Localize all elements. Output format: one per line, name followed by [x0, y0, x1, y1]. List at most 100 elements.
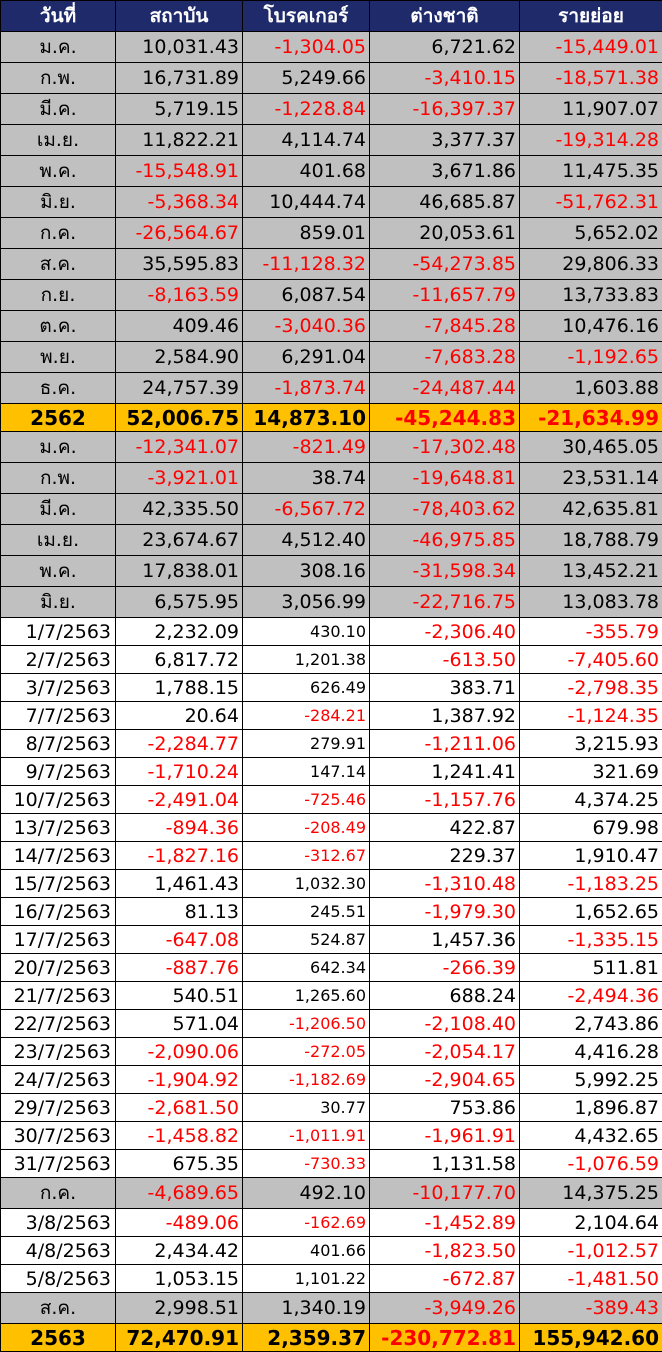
cell-retail: 3,215.93	[520, 730, 662, 758]
row-label: มี.ค.	[1, 494, 116, 525]
cell-broker: 38.74	[243, 463, 370, 494]
header-foreign: ต่างชาติ	[370, 1, 520, 32]
cell-retail: 679.98	[520, 814, 662, 842]
row-label: 1/7/2563	[1, 618, 116, 646]
row-label: 9/7/2563	[1, 758, 116, 786]
cell-retail: -1,012.57	[520, 1237, 662, 1265]
row-label: 4/8/2563	[1, 1237, 116, 1265]
cell-institution: 16,731.89	[116, 63, 243, 94]
cell-retail: 321.69	[520, 758, 662, 786]
cell-retail: -7,405.60	[520, 646, 662, 674]
row-label: 21/7/2563	[1, 982, 116, 1010]
cell-foreign: -16,397.37	[370, 94, 520, 125]
cell-retail: 29,806.33	[520, 249, 662, 280]
cell-foreign: 20,053.61	[370, 218, 520, 249]
row-label: เม.ย.	[1, 525, 116, 556]
header-row: วันที่ สถาบัน โบรคเกอร์ ต่างชาติ รายย่อย	[1, 1, 662, 32]
cell-foreign: -24,487.44	[370, 373, 520, 404]
cell-foreign: 1,387.92	[370, 702, 520, 730]
cell-institution: -2,090.06	[116, 1038, 243, 1066]
cell-foreign: 46,685.87	[370, 187, 520, 218]
cell-broker: 308.16	[243, 556, 370, 587]
row-label: ต.ค.	[1, 311, 116, 342]
cell-retail: -1,192.65	[520, 342, 662, 373]
cell-broker: 626.49	[243, 674, 370, 702]
cell-foreign: -1,961.91	[370, 1122, 520, 1150]
cell-broker: 4,114.74	[243, 125, 370, 156]
cell-retail: 4,432.65	[520, 1122, 662, 1150]
cell-institution: 540.51	[116, 982, 243, 1010]
cell-institution: 2,998.51	[116, 1293, 243, 1324]
cell-broker: 5,249.66	[243, 63, 370, 94]
header-retail: รายย่อย	[520, 1, 662, 32]
cell-retail: -1,481.50	[520, 1265, 662, 1293]
cell-retail: -15,449.01	[520, 32, 662, 63]
cell-retail: 42,635.81	[520, 494, 662, 525]
cell-broker: 30.77	[243, 1094, 370, 1122]
cell-foreign: -1,211.06	[370, 730, 520, 758]
cell-retail: 13,452.21	[520, 556, 662, 587]
row-label: ก.พ.	[1, 63, 116, 94]
cell-institution: 35,595.83	[116, 249, 243, 280]
cell-institution: 675.35	[116, 1150, 243, 1178]
cell-broker: -162.69	[243, 1209, 370, 1237]
header-broker: โบรคเกอร์	[243, 1, 370, 32]
cell-foreign: -11,657.79	[370, 280, 520, 311]
cell-retail: 1,603.88	[520, 373, 662, 404]
cell-broker: 147.14	[243, 758, 370, 786]
cell-foreign: -230,772.81	[370, 1324, 520, 1352]
cell-broker: 401.68	[243, 156, 370, 187]
cell-broker: -272.05	[243, 1038, 370, 1066]
cell-institution: -26,564.67	[116, 218, 243, 249]
cell-broker: 4,512.40	[243, 525, 370, 556]
cell-foreign: 688.24	[370, 982, 520, 1010]
cell-retail: 10,476.16	[520, 311, 662, 342]
cell-institution: -2,491.04	[116, 786, 243, 814]
header-institution: สถาบัน	[116, 1, 243, 32]
cell-foreign: -17,302.48	[370, 432, 520, 463]
cell-broker: 6,291.04	[243, 342, 370, 373]
cell-broker: 1,101.22	[243, 1265, 370, 1293]
row-label: 2563	[1, 1324, 116, 1352]
cell-institution: 1,053.15	[116, 1265, 243, 1293]
row-label: 7/7/2563	[1, 702, 116, 730]
cell-broker: -11,128.32	[243, 249, 370, 280]
cell-retail: -1,183.25	[520, 870, 662, 898]
cell-retail: -51,762.31	[520, 187, 662, 218]
row-label: 3/8/2563	[1, 1209, 116, 1237]
cell-institution: -1,710.24	[116, 758, 243, 786]
row-label: ธ.ค.	[1, 373, 116, 404]
row-label: พ.ค.	[1, 156, 116, 187]
cell-retail: 18,788.79	[520, 525, 662, 556]
cell-institution: 10,031.43	[116, 32, 243, 63]
cell-foreign: -1,979.30	[370, 898, 520, 926]
cell-foreign: -22,716.75	[370, 587, 520, 618]
cell-retail: 1,896.87	[520, 1094, 662, 1122]
cell-institution: -1,904.92	[116, 1066, 243, 1094]
cell-retail: 14,375.25	[520, 1178, 662, 1209]
cell-broker: -1,206.50	[243, 1010, 370, 1038]
cell-institution: -15,548.91	[116, 156, 243, 187]
cell-foreign: -31,598.34	[370, 556, 520, 587]
cell-retail: -19,314.28	[520, 125, 662, 156]
cell-retail: -2,798.35	[520, 674, 662, 702]
row-label: ก.พ.	[1, 463, 116, 494]
cell-retail: 1,652.65	[520, 898, 662, 926]
